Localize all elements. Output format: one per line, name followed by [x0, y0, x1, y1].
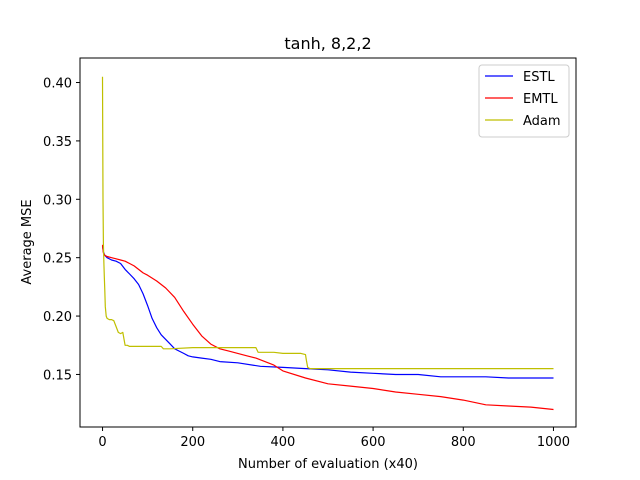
series-line-adam: [101, 76, 554, 370]
x-tick-label: 200: [180, 435, 205, 450]
series-line-emtl: [101, 244, 554, 411]
y-tick-label: 0.30: [43, 193, 72, 208]
x-axis: 0 200 400 600 800 1000: [98, 427, 570, 450]
plot-frame: [79, 57, 577, 428]
legend-label-emtl: EMTL: [523, 92, 558, 107]
x-axis-label: Number of evaluation (x40): [238, 457, 418, 472]
y-tick-label: 0.20: [43, 310, 72, 325]
y-tick-label: 0.35: [43, 135, 72, 150]
chart-title: tanh, 8,2,2: [284, 34, 371, 53]
y-tick-label: 0.40: [43, 77, 72, 92]
legend-label-estl: ESTL: [523, 70, 555, 85]
x-tick-label: 800: [451, 435, 476, 450]
legend-box: [478, 64, 570, 138]
y-tick-label: 0.15: [43, 368, 72, 383]
x-tick-label: 0: [98, 435, 106, 450]
y-tick-label: 0.25: [43, 252, 72, 267]
series-line-estl: [101, 245, 554, 379]
legend-label-adam: Adam: [523, 114, 561, 129]
y-axis-label: Average MSE: [20, 199, 35, 284]
legend: ESTL EMTL Adam: [478, 64, 570, 138]
y-axis: 0.15 0.20 0.25 0.30 0.35 0.40: [43, 77, 80, 383]
series-group: [101, 76, 554, 411]
x-tick-label: 600: [361, 435, 386, 450]
x-tick-label: 400: [270, 435, 295, 450]
x-tick-label: 1000: [537, 435, 570, 450]
